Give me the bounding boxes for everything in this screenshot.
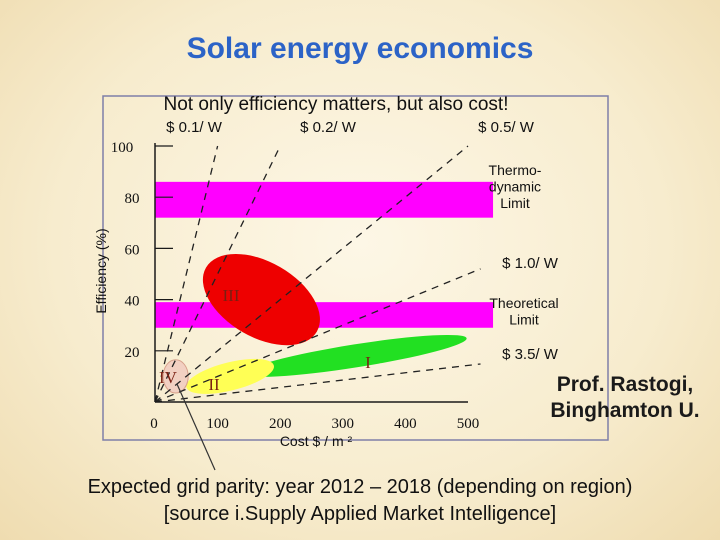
region-II [186, 358, 274, 394]
cost-line-label-0-1: $ 0.1/ W [166, 119, 223, 136]
region-label-II: II [208, 375, 220, 394]
cost-line-0-1 [154, 145, 219, 403]
region-iv-pointer [176, 383, 216, 471]
limit-band-theoretical [155, 302, 494, 328]
slide-title: Solar energy economics [186, 32, 534, 65]
region-IV [162, 359, 189, 394]
footer-line2: [source i.Supply Applied Market Intellig… [163, 503, 557, 525]
footer-note: Expected grid parity: year 2012 – 2018 (… [0, 474, 720, 528]
limit-label-theoretical-line-1: Limit [509, 312, 539, 328]
cost-line-0-5 [154, 145, 469, 403]
x-tick-label-0: 0 [150, 416, 158, 432]
y-tick-label-20: 20 [125, 345, 140, 361]
cost-line-3-5 [154, 363, 481, 403]
x-tick-label-300: 300 [332, 416, 355, 432]
limit-label-thermo-line-0: Thermo- [489, 162, 542, 178]
region-label-IV: IV [159, 368, 178, 387]
author-credit-line2: Binghamton U. [550, 399, 700, 422]
y-tick-label-60: 60 [125, 242, 140, 258]
y-axis-label: Efficiency (%) [93, 228, 109, 313]
y-tick-label-40: 40 [125, 294, 140, 310]
x-tick-label-100: 100 [206, 416, 229, 432]
region-I [244, 334, 467, 377]
cost-line-1-0 [154, 268, 481, 403]
x-tick-label-400: 400 [394, 416, 417, 432]
limit-label-theoretical: Theoretical Limit [489, 295, 558, 328]
cost-line-label-3-5: $ 3.5/ W [502, 346, 559, 363]
author-credit-line1: Prof. Rastogi, [556, 373, 694, 396]
region-label-I: I [365, 353, 371, 372]
limit-band-thermo [155, 181, 494, 218]
chart-title: Not only efficiency matters, but also co… [164, 94, 509, 115]
x-tick-label-200: 200 [269, 416, 292, 432]
y-tick-label-100: 100 [111, 140, 134, 156]
x-tick-label-500: 500 [457, 416, 480, 432]
author-credit: Prof. Rastogi, Binghamton U. [540, 372, 710, 424]
cost-line-label-0-5: $ 0.5/ W [478, 119, 535, 136]
x-axis-label: Cost $ / m ² [280, 433, 353, 449]
footer-line1: Expected grid parity: year 2012 – 2018 (… [87, 476, 633, 498]
chart-panel-border [102, 95, 609, 441]
limit-label-thermo-line-1: dynamic [489, 179, 541, 195]
limit-label-thermo-line-2: Limit [500, 195, 530, 211]
y-tick-label-80: 80 [125, 191, 140, 207]
region-label-III: III [223, 286, 240, 305]
limit-label-thermo: Thermo-dynamic Limit [489, 162, 542, 211]
limit-label-theoretical-line-0: Theoretical [489, 295, 558, 311]
cost-line-label-0-2: $ 0.2/ W [300, 119, 357, 136]
cost-line-label-1-0: $ 1.0/ W [502, 255, 559, 272]
cost-line-0-2 [154, 145, 281, 403]
region-III [202, 253, 320, 346]
